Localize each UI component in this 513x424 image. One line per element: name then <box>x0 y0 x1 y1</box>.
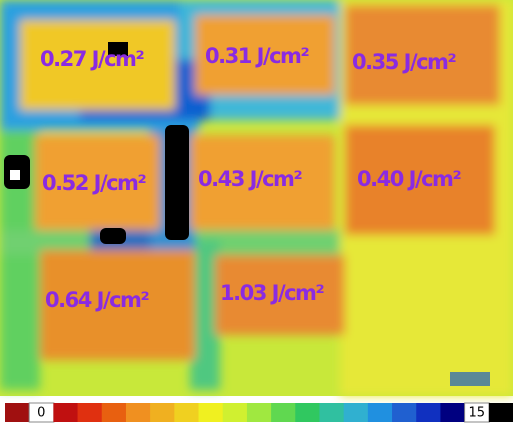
colorbar-cell <box>416 403 441 422</box>
colorbar-cell <box>295 403 320 422</box>
colorbar-min: 0 <box>37 406 45 421</box>
label: 0.52 J/cm² <box>42 171 146 195</box>
label: 0.40 J/cm² <box>357 167 461 191</box>
label: 0.31 J/cm² <box>205 44 309 68</box>
labels: 0.27 J/cm² 0.31 J/cm² 0.35 J/cm² 0.52 J/… <box>40 44 463 312</box>
heatmap <box>0 0 513 396</box>
label: 0.27 J/cm² <box>40 47 144 71</box>
colorbar-cell <box>77 403 103 422</box>
colorbar-cell <box>343 403 369 422</box>
colorbar: 0 15 <box>5 402 513 423</box>
colorbar-cell <box>271 403 296 422</box>
label: 0.35 J/cm² <box>352 50 456 74</box>
colorbar-cell <box>367 403 393 422</box>
colorbar-cell <box>319 403 345 422</box>
colorbar-max: 15 <box>468 406 485 421</box>
colorbar-cell <box>222 403 248 422</box>
colorbar-cell <box>440 403 466 422</box>
colorbar-cell <box>150 403 175 422</box>
label: 0.64 J/cm² <box>45 288 149 312</box>
colorbar-cell <box>246 403 272 422</box>
colorbar-cell <box>488 403 513 422</box>
label: 1.03 J/cm² <box>220 281 324 305</box>
colorbar-cell <box>101 403 127 422</box>
colorbar-cell <box>5 403 30 422</box>
colorbar-cell <box>198 403 224 422</box>
label: 0.43 J/cm² <box>198 167 302 191</box>
colorbar-cell <box>392 403 417 422</box>
colorbar-cell <box>53 403 79 422</box>
colorbar-cell <box>174 403 200 422</box>
colorbar-cell <box>125 403 151 422</box>
